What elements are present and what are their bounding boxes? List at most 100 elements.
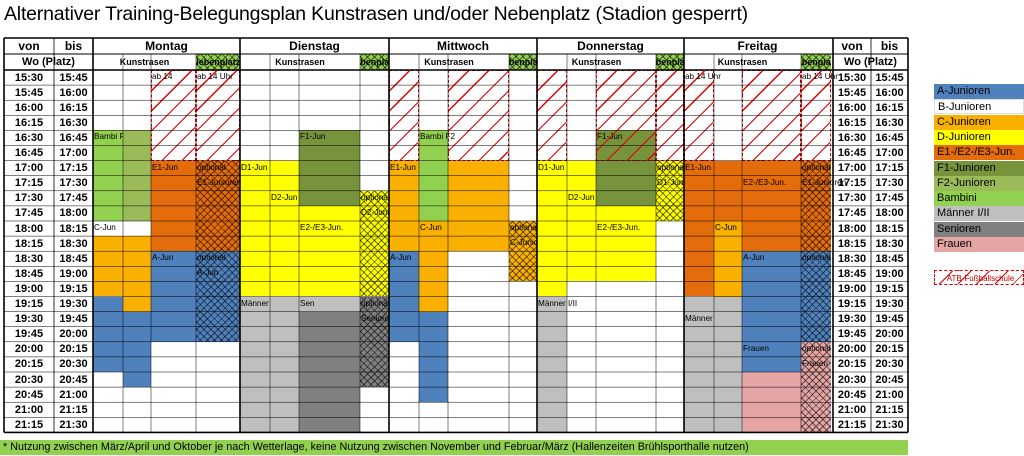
time-bis-right: 15:45 (875, 71, 904, 84)
time-bis-right: 18:45 (875, 252, 904, 265)
slot-m-nner-i-ii (684, 296, 714, 433)
time-bis-right: 21:15 (875, 403, 904, 416)
time-von-right: 15:30 (837, 71, 867, 84)
slot-m-nner-i-ii (714, 296, 742, 433)
atb-fussballschule-block (151, 70, 196, 161)
legend-item-c-junioren: C-Junioren (934, 114, 1024, 130)
time-von-right: 16:30 (837, 131, 867, 144)
slot-m-nner-i-ii (270, 296, 299, 433)
time-von-left: 20:30 (14, 373, 44, 386)
legend-item-senioren: Senioren (934, 221, 1024, 237)
time-von-right: 16:15 (837, 116, 867, 129)
time-bis-left: 18:30 (59, 237, 88, 250)
day-header-freitag: Freitag (737, 39, 778, 53)
time-bis-left: 19:00 (59, 267, 88, 280)
time-von-left: 16:45 (14, 147, 44, 160)
time-bis-left: 17:15 (59, 162, 88, 175)
header-von-left: von (18, 39, 40, 53)
time-von-right: 18:30 (837, 252, 867, 265)
nebenplatz-header: Nebenplatz* (801, 54, 831, 70)
time-von-right: 18:15 (837, 237, 867, 250)
time-bis-right: 16:00 (875, 86, 904, 99)
legend-item-atb-fussballschule: ATB-Fußballschule (934, 270, 1024, 285)
time-von-right: 19:15 (837, 298, 867, 311)
time-bis-left: 21:00 (59, 388, 88, 401)
time-von-left: 21:15 (14, 418, 44, 431)
header-von-right: von (841, 39, 863, 53)
slot-m-nner-i-ii (537, 296, 567, 433)
slot-c-junioren (509, 221, 537, 282)
time-von-left: 17:15 (14, 177, 44, 190)
atb-fussballschule-block (596, 70, 656, 161)
time-bis-left: 16:45 (59, 131, 88, 144)
time-bis-right: 18:15 (875, 222, 904, 235)
slot-m-nner-i-ii (299, 296, 360, 312)
time-bis-left: 17:30 (59, 177, 88, 190)
slot-frauen (801, 341, 831, 433)
time-bis-left: 20:15 (59, 343, 88, 356)
slot-f2-junioren (123, 130, 151, 221)
slot-d-junioren (567, 160, 596, 282)
slot-c-junioren (448, 160, 509, 252)
time-von-left: 19:15 (14, 298, 44, 311)
time-bis-right: 16:15 (875, 101, 904, 114)
time-von-right: 19:45 (837, 328, 867, 341)
slot-c-junioren (389, 160, 419, 252)
nebenplatz-header: Nebenplatz* (656, 54, 684, 70)
slot-c-junioren (714, 221, 742, 297)
slot-a-junioren (93, 296, 123, 372)
legend-item-f2-junioren: F2-Junioren (934, 175, 1024, 191)
time-bis-left: 20:00 (59, 328, 88, 341)
time-von-left: 20:45 (14, 388, 44, 401)
time-bis-left: 20:45 (59, 373, 88, 386)
nebenplatz-header: Nebenplatz* (509, 54, 537, 70)
slot-senioren (299, 311, 360, 433)
nebenplatz-header: Nebenplatz* (360, 54, 389, 70)
time-von-left: 15:45 (14, 86, 44, 99)
time-bis-left: 16:00 (59, 86, 88, 99)
kunstrasen-header: Kunstrasen (275, 57, 325, 67)
time-von-left: 15:30 (14, 71, 44, 84)
time-bis-right: 16:30 (875, 116, 904, 129)
slot-frauen (742, 372, 801, 433)
time-bis-left: 16:30 (59, 116, 88, 129)
time-bis-right: 19:00 (875, 267, 904, 280)
time-bis-right: 16:45 (875, 131, 904, 144)
slot-a-junioren (389, 251, 419, 342)
time-von-right: 20:30 (837, 373, 867, 386)
time-von-right: 20:45 (837, 388, 867, 401)
time-von-left: 18:45 (14, 267, 44, 280)
slot-bambini (93, 130, 123, 221)
time-bis-left: 15:45 (59, 71, 88, 84)
atb-fussballschule-block (656, 70, 684, 161)
legend-item-a-junioren: A-Junioren (934, 84, 1024, 99)
time-bis-left: 19:15 (59, 282, 88, 295)
kunstrasen-header: Kunstrasen (424, 57, 474, 67)
slot-e1-e2-e3-jun- (151, 160, 196, 252)
slot-d-junioren (360, 190, 389, 297)
time-von-right: 20:15 (837, 358, 867, 371)
slot-c-junioren (123, 236, 151, 312)
time-bis-right: 21:30 (875, 418, 904, 431)
time-von-right: 17:30 (837, 192, 867, 205)
time-von-right: 20:00 (837, 343, 867, 356)
atb-fussballschule-block (801, 70, 831, 161)
slot-a-junioren (196, 251, 240, 342)
time-von-right: 21:00 (837, 403, 867, 416)
time-bis-right: 19:45 (875, 313, 904, 326)
time-von-right: 15:45 (837, 86, 867, 99)
time-von-right: 17:45 (837, 207, 867, 220)
slot-e1-e2-e3-jun- (742, 160, 801, 252)
time-von-left: 19:00 (14, 282, 44, 295)
time-bis-left: 19:30 (59, 298, 88, 311)
slot-e1-e2-e3-jun- (684, 160, 714, 297)
time-von-right: 18:00 (837, 222, 867, 235)
slot-c-junioren (419, 221, 448, 312)
kunstrasen-header: Kunstrasen (571, 57, 622, 67)
slot-d-junioren (270, 160, 299, 297)
time-von-left: 16:30 (14, 131, 44, 144)
time-von-right: 19:30 (837, 313, 867, 326)
time-bis-right: 18:30 (875, 237, 904, 250)
time-von-left: 16:00 (14, 101, 44, 114)
time-von-right: 16:00 (837, 101, 867, 114)
